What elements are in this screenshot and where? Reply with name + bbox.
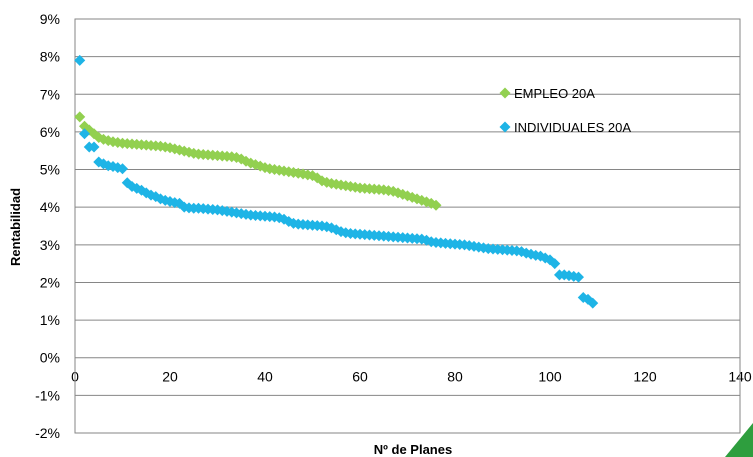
y-tick-label: 1%: [40, 312, 60, 328]
y-tick-label: 8%: [40, 49, 60, 65]
x-tick-label: 40: [257, 369, 273, 385]
x-tick-label: 100: [538, 369, 562, 385]
x-tick-label: 80: [447, 369, 463, 385]
data-point: [88, 141, 100, 153]
y-tick-label: 0%: [40, 350, 60, 366]
y-tick-label: 7%: [40, 86, 60, 102]
y-axis-tick-labels: -2% -1% 0% 1% 2% 3% 4% 5% 6% 7% 8% 9%: [35, 11, 60, 441]
y-tick-label: 2%: [40, 274, 60, 290]
x-tick-label: 120: [633, 369, 657, 385]
corner-decoration: [725, 423, 753, 457]
y-tick-label: 9%: [40, 11, 60, 27]
legend-label: INDIVIDUALES 20A: [514, 120, 631, 135]
y-tick-label: 3%: [40, 237, 60, 253]
plot-area: [74, 18, 741, 434]
series-layer: [74, 54, 599, 309]
y-tick-label: -2%: [35, 425, 60, 441]
legend: EMPLEO 20A INDIVIDUALES 20A: [499, 86, 631, 135]
data-point: [587, 297, 599, 309]
y-tick-label: 5%: [40, 162, 60, 178]
data-point: [573, 271, 584, 283]
y-tick-label: -1%: [35, 387, 60, 403]
data-point: [117, 163, 128, 175]
legend-label: EMPLEO 20A: [514, 86, 595, 101]
data-point: [549, 258, 561, 270]
legend-marker: [499, 121, 511, 133]
y-tick-label: 4%: [40, 199, 60, 215]
data-point: [79, 128, 90, 140]
x-tick-label: 60: [352, 369, 368, 385]
series-1: [74, 111, 442, 211]
x-axis-title: Nº de Planes: [374, 442, 452, 457]
data-point: [74, 111, 86, 123]
legend-marker: [499, 87, 511, 99]
data-point: [79, 120, 90, 132]
series-2: [74, 54, 599, 309]
data-point: [74, 54, 86, 66]
y-tick-label: 6%: [40, 124, 60, 140]
x-tick-label: 20: [162, 369, 178, 385]
data-point: [430, 199, 442, 211]
x-axis-tick-labels: 0 20 40 60 80 100 120 140: [71, 369, 752, 385]
y-axis-title: Rentabilidad: [8, 188, 23, 266]
